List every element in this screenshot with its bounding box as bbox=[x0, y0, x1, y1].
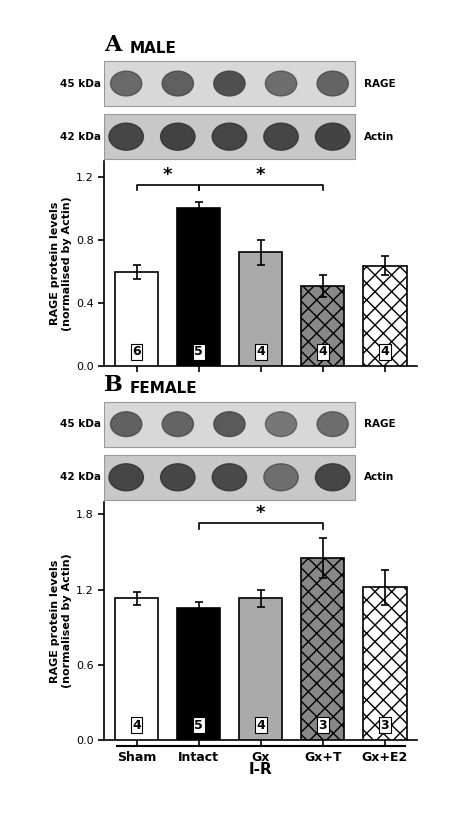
Text: 4: 4 bbox=[256, 719, 265, 732]
Text: 3: 3 bbox=[381, 719, 389, 732]
Ellipse shape bbox=[316, 123, 350, 150]
Ellipse shape bbox=[264, 464, 298, 491]
Text: 42 kDa: 42 kDa bbox=[60, 472, 101, 482]
Text: 45 kDa: 45 kDa bbox=[60, 78, 101, 89]
Text: 45 kDa: 45 kDa bbox=[60, 419, 101, 429]
Text: *: * bbox=[163, 165, 173, 184]
Text: RAGE: RAGE bbox=[364, 78, 396, 89]
Text: FEMALE: FEMALE bbox=[129, 381, 197, 396]
Text: 4: 4 bbox=[381, 346, 389, 358]
Ellipse shape bbox=[214, 71, 245, 96]
Bar bbox=[301, 558, 345, 740]
Bar bbox=[363, 588, 407, 740]
Bar bbox=[177, 209, 220, 366]
Y-axis label: RAGE protein levels
(normalised by Actin): RAGE protein levels (normalised by Actin… bbox=[50, 553, 72, 688]
Bar bbox=[177, 608, 220, 740]
Ellipse shape bbox=[212, 123, 246, 150]
Text: Actin: Actin bbox=[364, 472, 394, 482]
Bar bbox=[115, 598, 158, 740]
Ellipse shape bbox=[317, 412, 348, 436]
Ellipse shape bbox=[264, 123, 298, 150]
Text: *: * bbox=[256, 165, 265, 184]
Ellipse shape bbox=[110, 71, 142, 96]
Ellipse shape bbox=[317, 71, 348, 96]
Ellipse shape bbox=[162, 412, 193, 436]
Bar bbox=[239, 598, 283, 740]
FancyBboxPatch shape bbox=[104, 455, 355, 499]
Ellipse shape bbox=[109, 464, 143, 491]
Ellipse shape bbox=[212, 464, 246, 491]
Text: 5: 5 bbox=[194, 346, 203, 358]
FancyBboxPatch shape bbox=[104, 61, 355, 106]
Text: Actin: Actin bbox=[364, 131, 394, 141]
Ellipse shape bbox=[110, 412, 142, 436]
Ellipse shape bbox=[161, 123, 195, 150]
Text: 5: 5 bbox=[194, 719, 203, 732]
Bar bbox=[363, 266, 407, 366]
Bar bbox=[239, 253, 283, 366]
Text: B: B bbox=[104, 374, 123, 396]
Text: A: A bbox=[104, 33, 122, 56]
Text: I-R: I-R bbox=[249, 762, 273, 777]
Ellipse shape bbox=[109, 123, 143, 150]
Text: 42 kDa: 42 kDa bbox=[60, 131, 101, 141]
Y-axis label: RAGE protein levels
(normalised by Actin): RAGE protein levels (normalised by Actin… bbox=[50, 196, 72, 331]
Text: 6: 6 bbox=[132, 346, 141, 358]
FancyBboxPatch shape bbox=[104, 114, 355, 160]
Text: MALE: MALE bbox=[129, 41, 176, 56]
Text: 4: 4 bbox=[319, 346, 327, 358]
FancyBboxPatch shape bbox=[104, 401, 355, 446]
Bar bbox=[301, 286, 345, 366]
Text: *: * bbox=[256, 504, 265, 522]
Ellipse shape bbox=[161, 464, 195, 491]
Text: 3: 3 bbox=[319, 719, 327, 732]
Ellipse shape bbox=[214, 412, 245, 436]
Ellipse shape bbox=[162, 71, 193, 96]
Ellipse shape bbox=[265, 412, 297, 436]
Text: 4: 4 bbox=[256, 346, 265, 358]
Ellipse shape bbox=[265, 71, 297, 96]
Text: RAGE: RAGE bbox=[364, 419, 396, 429]
Bar bbox=[115, 272, 158, 366]
Text: 4: 4 bbox=[132, 719, 141, 732]
Ellipse shape bbox=[316, 464, 350, 491]
